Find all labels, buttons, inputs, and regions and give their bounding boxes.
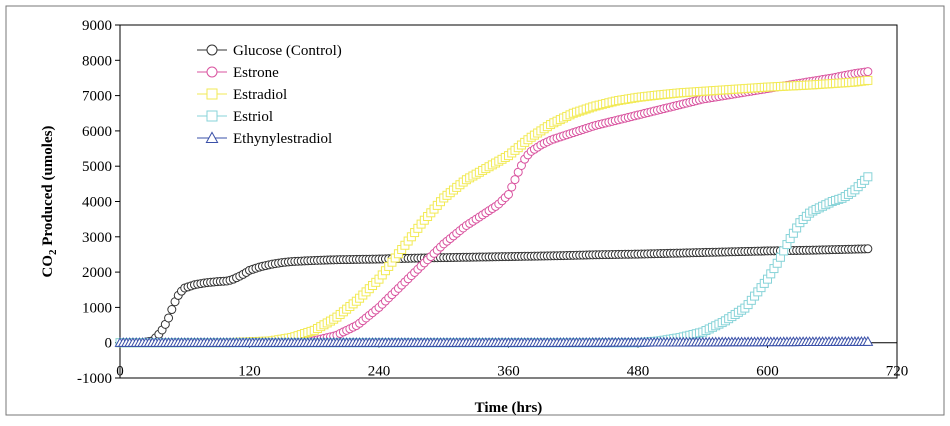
y-axis-title-prefix: CO <box>40 255 56 278</box>
data-point <box>863 75 873 85</box>
chart-outer-border <box>5 5 945 416</box>
series-estrone <box>115 67 873 348</box>
y-axis-title-suffix: Produced (umoles) <box>40 126 56 250</box>
legend: Glucose (Control) Estrone Estradiol Estriol… <box>197 43 342 147</box>
y-tick-label: 2000 <box>82 265 112 281</box>
x-axis-title: Time (hrs) <box>475 400 543 416</box>
x-tick-label: 240 <box>368 364 391 380</box>
y-tick-label: 0 <box>105 336 113 352</box>
data-point <box>504 189 513 199</box>
legend-item: Estrone <box>197 65 279 81</box>
data-point <box>862 336 874 346</box>
legend-item: Estriol <box>197 109 273 125</box>
legend-label: Glucose (Control) <box>233 43 342 59</box>
x-tick-label: 360 <box>497 364 520 380</box>
y-tick-label: 3000 <box>82 230 112 246</box>
y-tick-label: -1000 <box>77 371 112 387</box>
y-tick-label: 8000 <box>82 53 112 69</box>
x-tick-label: 0 <box>116 364 124 380</box>
legend-marker <box>205 131 219 143</box>
legend-item: Estradiol <box>197 87 287 103</box>
y-axis-title: CO2 Produced (umoles) <box>40 126 59 278</box>
y-axis-title-subscript: 2 <box>47 249 59 255</box>
data-point <box>507 182 517 192</box>
data-point <box>510 175 520 185</box>
legend-label: Estrone <box>233 65 279 81</box>
data-point <box>863 67 873 77</box>
y-tick-label: 4000 <box>82 195 112 211</box>
y-tick-label: 5000 <box>82 159 112 175</box>
legend-label: Ethynylestradiol <box>233 131 332 147</box>
data-point <box>863 172 873 182</box>
axes-layer: -100001000200030004000500060007000800090… <box>77 18 908 387</box>
legend-item: Ethynylestradiol <box>197 131 332 147</box>
series-ethynylestradiol <box>114 336 874 347</box>
y-tick-label: 6000 <box>82 124 112 140</box>
data-point <box>167 305 177 315</box>
x-tick-label: 600 <box>756 364 779 380</box>
data-point <box>863 244 873 254</box>
x-tick-label: 480 <box>627 364 650 380</box>
legend-marker <box>206 66 218 78</box>
legend-item: Glucose (Control) <box>197 43 342 59</box>
legend-marker <box>206 110 218 122</box>
x-tick-label: 120 <box>238 364 261 380</box>
series-layer <box>114 67 874 348</box>
legend-marker <box>206 44 218 56</box>
y-tick-label: 7000 <box>82 89 112 105</box>
data-point <box>164 313 174 323</box>
y-tick-label: 9000 <box>82 18 112 34</box>
legend-marker <box>206 88 218 100</box>
y-tick-label: 1000 <box>82 300 112 316</box>
x-tick-label: 720 <box>886 364 909 380</box>
legend-label: Estradiol <box>233 87 287 103</box>
legend-label: Estriol <box>233 109 273 125</box>
